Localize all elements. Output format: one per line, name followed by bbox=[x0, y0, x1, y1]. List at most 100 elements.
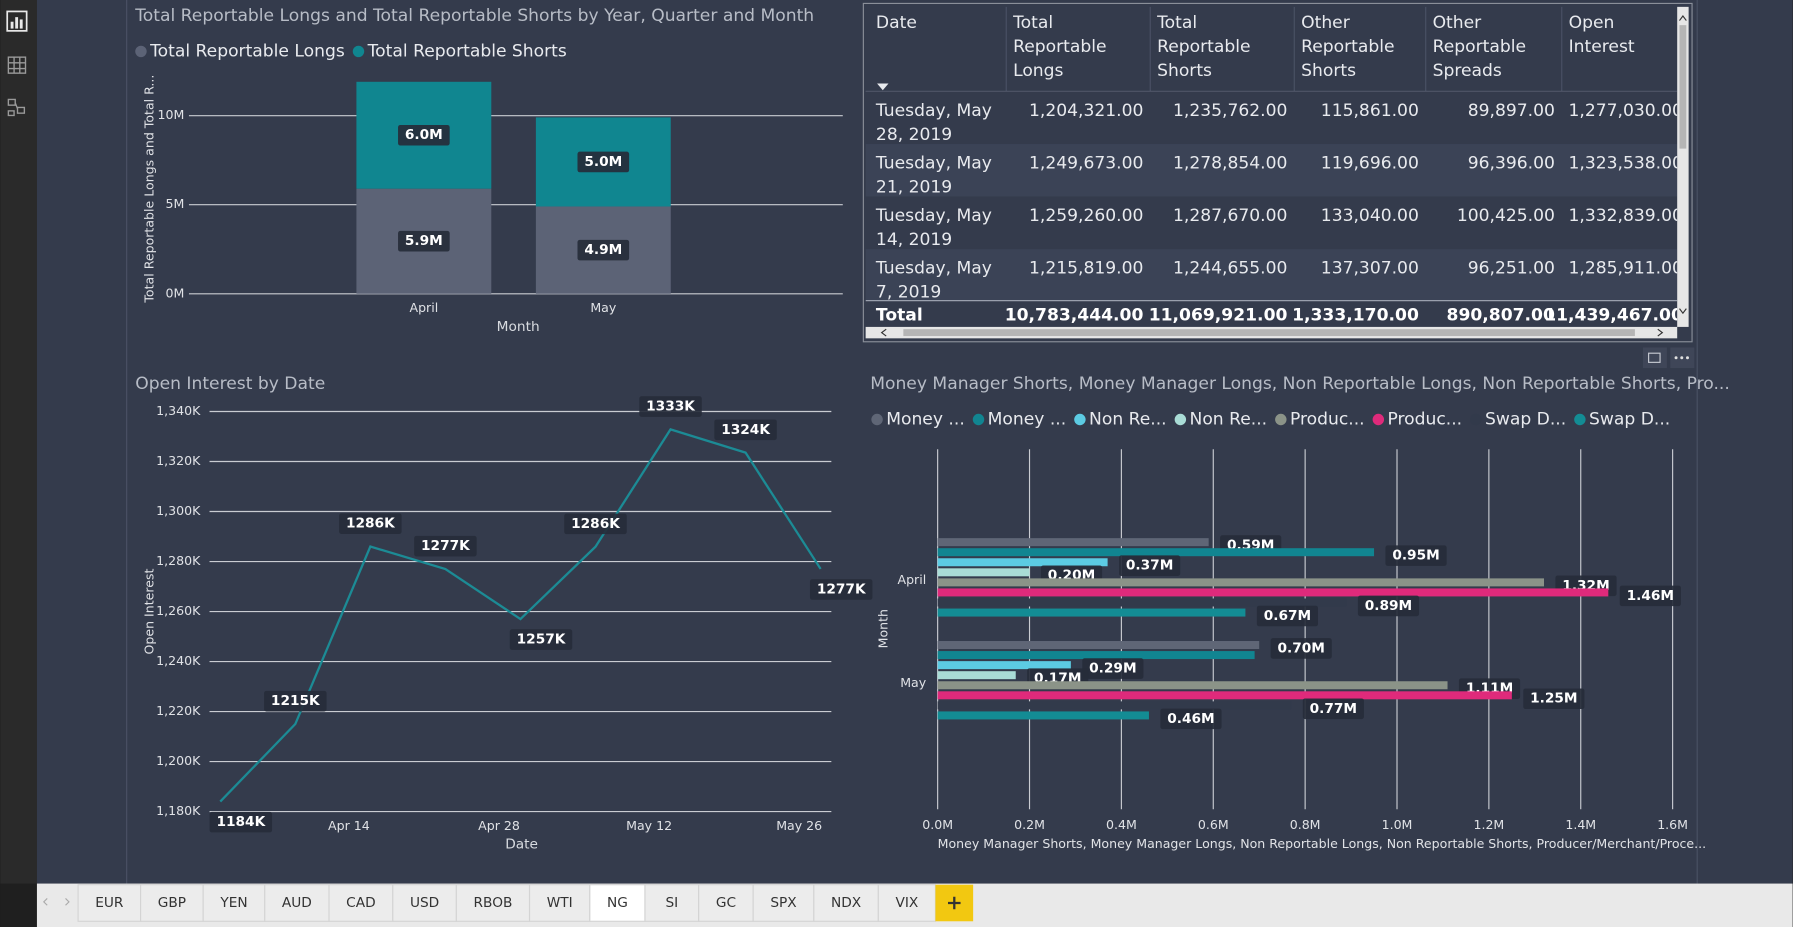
data-label-bg bbox=[639, 396, 702, 417]
table-cell: Tuesday, May 21, 2019 bbox=[875, 153, 992, 197]
data-label: 0.70M bbox=[1277, 640, 1324, 656]
x-tick-label: Apr 14 bbox=[328, 818, 370, 833]
scroll-down[interactable] bbox=[1679, 308, 1687, 315]
table-cell: 1,249,673.00 bbox=[1029, 153, 1143, 173]
x-tick-label: April bbox=[409, 300, 438, 315]
add-page-icon[interactable] bbox=[947, 896, 961, 910]
data-label-bg bbox=[398, 230, 450, 252]
data-label: 1184K bbox=[216, 814, 266, 830]
tab-label[interactable]: NDX bbox=[831, 895, 861, 911]
data-label: 1215K bbox=[271, 693, 321, 709]
tab-label[interactable]: GBP bbox=[158, 895, 186, 911]
bar bbox=[937, 711, 1149, 720]
tab[interactable] bbox=[752, 884, 815, 922]
column-header[interactable]: Other Reportable Shorts bbox=[1301, 13, 1394, 81]
scroll-up[interactable] bbox=[1679, 15, 1687, 21]
bar bbox=[937, 548, 1375, 557]
y-tick-label: 1,200K bbox=[156, 753, 201, 768]
table-cell: Tuesday, May 28, 2019 bbox=[875, 101, 992, 145]
tab-prev[interactable] bbox=[42, 898, 48, 906]
table-cell: 119,696.00 bbox=[1321, 153, 1419, 173]
column-header[interactable]: Other Reportable Spreads bbox=[1433, 13, 1526, 81]
sort-indicator[interactable] bbox=[877, 83, 889, 91]
data-label-bg bbox=[1160, 708, 1222, 730]
tab[interactable] bbox=[589, 884, 646, 922]
y-axis-title: Open Interest bbox=[142, 568, 157, 654]
bar bbox=[937, 578, 1544, 587]
tab-label[interactable]: USD bbox=[410, 895, 439, 911]
x-tick-label: 0.4M bbox=[1106, 817, 1137, 832]
tab-label[interactable]: VIX bbox=[895, 895, 918, 911]
tab[interactable] bbox=[698, 884, 754, 922]
column-header[interactable]: Total Reportable Longs bbox=[1012, 13, 1106, 81]
data-label-bg bbox=[1523, 688, 1585, 710]
tab[interactable] bbox=[264, 884, 330, 922]
tab-label[interactable]: WTI bbox=[547, 895, 573, 911]
tab[interactable] bbox=[528, 884, 591, 922]
data-label-bg bbox=[714, 419, 777, 441]
y-tick-label: 1,280K bbox=[156, 553, 201, 568]
line bbox=[219, 428, 822, 803]
data-label: 1257K bbox=[517, 632, 567, 648]
tab[interactable] bbox=[813, 884, 879, 922]
total-cell: Total bbox=[876, 305, 923, 325]
tab-label[interactable]: RBOB bbox=[474, 895, 513, 911]
data-label-bg bbox=[1385, 545, 1447, 566]
table-cell: Tuesday, May 7, 2019 bbox=[875, 259, 992, 303]
table-cell: 1,235,762.00 bbox=[1173, 101, 1287, 121]
scroll-left[interactable] bbox=[880, 328, 887, 337]
tab[interactable] bbox=[644, 884, 700, 922]
bar bbox=[937, 641, 1260, 650]
tab-label[interactable]: CAD bbox=[346, 895, 376, 911]
tab-label[interactable]: YEN bbox=[219, 895, 247, 911]
table-cell: 1,259,260.00 bbox=[1029, 206, 1143, 226]
tab-label[interactable]: SPX bbox=[770, 895, 796, 911]
tab[interactable] bbox=[392, 884, 457, 922]
legend-marker bbox=[1372, 413, 1385, 426]
table: Date Total Reportable Longs Total Reportable S… bbox=[865, 6, 1683, 327]
legend-label: Total Reportable Longs bbox=[149, 41, 345, 61]
focus-mode-button[interactable] bbox=[1642, 347, 1667, 369]
column-header[interactable]: Total Reportable Shorts bbox=[1156, 13, 1250, 81]
legend-label: Produc... bbox=[1387, 409, 1462, 429]
tab[interactable] bbox=[877, 884, 936, 922]
column-header[interactable]: Open Interest bbox=[1569, 13, 1635, 57]
tab-label[interactable]: NG bbox=[607, 895, 628, 911]
more-options-button[interactable] bbox=[1670, 347, 1695, 369]
v-scrollbar[interactable] bbox=[1677, 6, 1689, 327]
table-cell: 100,425.00 bbox=[1457, 206, 1555, 226]
tab-label[interactable]: GC bbox=[716, 895, 736, 911]
legend-label: Swap D... bbox=[1589, 409, 1670, 429]
tab-label[interactable]: EUR bbox=[95, 895, 124, 911]
table-cell: 1,244,655.00 bbox=[1173, 259, 1287, 279]
v-scroll-thumb[interactable] bbox=[1679, 25, 1687, 149]
tab-label[interactable]: AUD bbox=[282, 895, 312, 911]
model-icon[interactable] bbox=[7, 98, 26, 117]
y-tick-label: April bbox=[898, 572, 927, 587]
data-label: 1286K bbox=[571, 516, 621, 532]
data-label-bg bbox=[398, 124, 450, 146]
y-tick-label: 1,340K bbox=[156, 403, 201, 418]
scroll-right[interactable] bbox=[1657, 328, 1664, 337]
tab-label[interactable]: SI bbox=[665, 895, 678, 911]
tab[interactable] bbox=[455, 884, 531, 922]
total-row bbox=[865, 300, 1678, 327]
table-row bbox=[865, 91, 1678, 145]
tab[interactable] bbox=[140, 884, 204, 922]
table-cell: 1,277,030.00 bbox=[1569, 101, 1683, 121]
tab-next[interactable] bbox=[65, 898, 70, 906]
column-header[interactable]: Date bbox=[876, 13, 917, 33]
x-axis-title: Date bbox=[505, 837, 538, 853]
report-icon[interactable] bbox=[6, 10, 28, 32]
x-tick-label: 1.6M bbox=[1657, 817, 1688, 832]
table-cell: 1,323,538.00 bbox=[1569, 153, 1683, 173]
bar bbox=[937, 681, 1448, 690]
data-label: 1.25M bbox=[1530, 691, 1577, 707]
page-tabs: EUR GBP YEN AUD CAD USD RBOB WTI NG SI GC SPX NDX VIX bbox=[77, 884, 974, 922]
data-label: 1286K bbox=[346, 516, 396, 532]
data-icon[interactable] bbox=[7, 56, 27, 74]
legend-label: Swap D... bbox=[1485, 409, 1566, 429]
tab[interactable] bbox=[77, 884, 142, 922]
h-scroll-thumb[interactable] bbox=[903, 329, 1635, 337]
data-label-bg bbox=[577, 151, 630, 173]
